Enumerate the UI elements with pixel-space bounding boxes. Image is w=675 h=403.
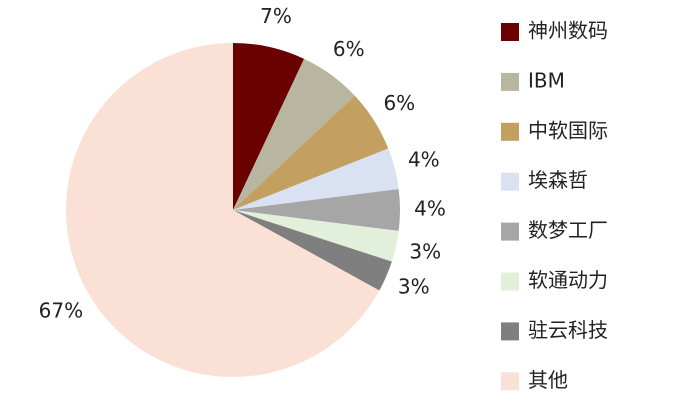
pie-slice <box>233 189 400 231</box>
pie-slice <box>233 43 305 210</box>
legend-label: 驻云科技 <box>528 318 608 342</box>
data-label: 6% <box>383 91 415 115</box>
data-label: 4% <box>408 148 440 172</box>
legend-label: IBM <box>528 68 565 92</box>
legend-swatch <box>501 272 519 291</box>
legend-swatch <box>501 23 519 41</box>
legend-label: 软通动力 <box>528 268 608 292</box>
legend-swatch <box>501 372 519 391</box>
pie-slice <box>233 148 399 210</box>
data-label: 3% <box>409 239 441 263</box>
legend-swatch <box>501 72 519 91</box>
data-label: 4% <box>414 197 446 221</box>
legend-label: 其他 <box>528 368 568 392</box>
legend-swatch <box>501 322 519 341</box>
data-label: 6% <box>333 37 365 61</box>
pie-slice <box>66 43 380 377</box>
data-label: 7% <box>260 4 292 28</box>
pie-slice <box>233 210 392 291</box>
legend-label: 神州数码 <box>528 19 608 43</box>
pie-slice <box>233 58 355 210</box>
legend-swatch <box>501 222 519 241</box>
pie-slice <box>233 95 389 210</box>
legend-label: 中软国际 <box>528 118 608 142</box>
legend-label: 数梦工厂 <box>528 218 608 242</box>
legend-swatch <box>501 172 519 191</box>
legend-swatch <box>501 122 519 141</box>
pie-slice <box>233 210 399 262</box>
data-label: 67% <box>39 298 83 322</box>
legend-label: 埃森哲 <box>528 168 588 192</box>
data-label: 3% <box>398 275 430 299</box>
